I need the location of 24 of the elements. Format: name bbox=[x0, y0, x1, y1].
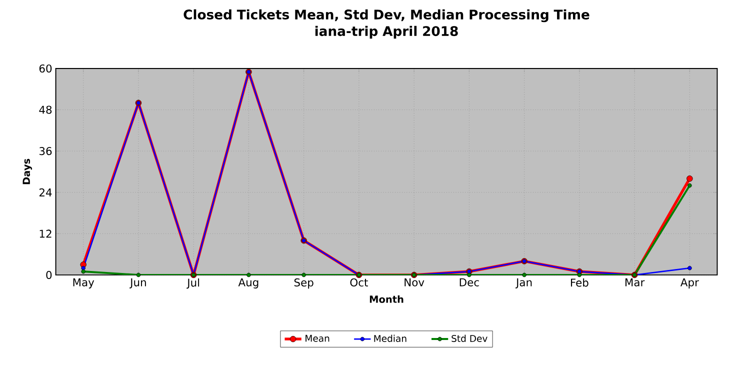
x-tick-label: May bbox=[73, 278, 94, 289]
x-tick-label: Dec bbox=[460, 278, 479, 286]
chart-title: Closed Tickets Mean, Std Dev, Median Processing Time iana-trip April 2018 bbox=[184, 9, 590, 39]
legend-label: Std Dev bbox=[452, 334, 488, 342]
x-tick-label: Apr bbox=[680, 278, 699, 289]
y-tick-label: 24 bbox=[39, 188, 52, 196]
x-tick-label: Jul bbox=[186, 278, 200, 289]
x-tick-label: Feb bbox=[570, 278, 588, 287]
x-tick-label: Oct bbox=[350, 278, 368, 287]
y-axis-title: Days bbox=[22, 158, 32, 184]
y-tick-label: 0 bbox=[46, 270, 52, 280]
x-tick-label: Jun bbox=[130, 278, 146, 288]
x-tick-label: Mar bbox=[625, 278, 645, 286]
x-tick-label: Jan bbox=[515, 278, 532, 288]
legend-label: Mean bbox=[306, 334, 330, 342]
y-tick-label: 60 bbox=[39, 64, 52, 73]
y-tick-label: 36 bbox=[40, 147, 52, 156]
y-tick-label: 12 bbox=[40, 230, 52, 238]
x-tick-label: Aug bbox=[238, 278, 258, 289]
y-tick-label: 48 bbox=[39, 106, 52, 114]
x-axis-title: Month bbox=[370, 295, 404, 303]
legend-label: Median bbox=[374, 334, 406, 342]
x-tick-label: Sep bbox=[294, 278, 314, 289]
x-tick-label: Nov bbox=[404, 278, 424, 286]
